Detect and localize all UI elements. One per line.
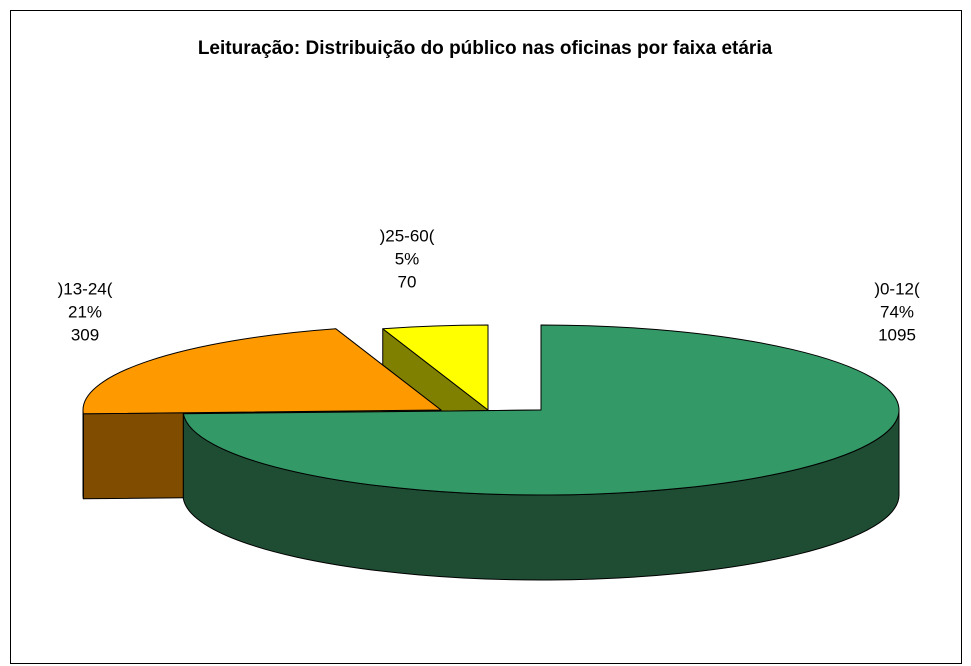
category-label: )0-12(: [874, 279, 920, 298]
chart-frame: [10, 10, 962, 664]
percentage-label: 21%: [68, 302, 102, 321]
slice-top: [182, 324, 900, 496]
slice: [182, 324, 900, 581]
value-label: 309: [71, 325, 99, 344]
value-label: 70: [398, 272, 417, 291]
slice-top: [82, 328, 442, 415]
value-label: 1095: [878, 325, 916, 344]
slice-top: [382, 324, 489, 411]
chart-title: Leituração: Distribuição do público nas …: [197, 38, 773, 59]
category-label: )13-24(: [58, 279, 113, 298]
category-label: )25-60(: [380, 226, 435, 245]
percentage-label: 5%: [395, 249, 420, 268]
percentage-label: 74%: [880, 302, 914, 321]
